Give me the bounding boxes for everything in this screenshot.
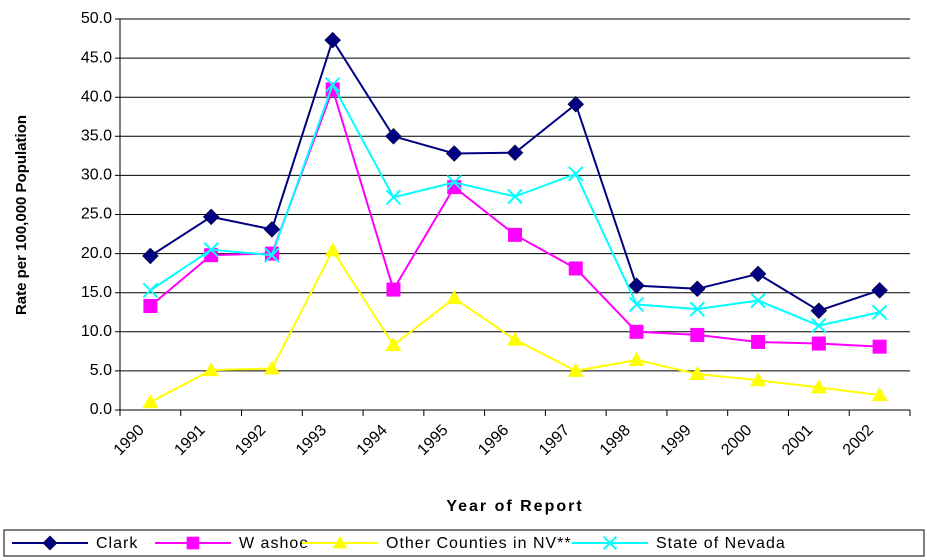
marker [508, 227, 522, 242]
marker [324, 242, 341, 257]
y-tick-label: 50.0 [81, 10, 112, 27]
marker [142, 394, 159, 409]
y-tick-label: 10.0 [81, 323, 112, 340]
x-axis-label: Year of Report [446, 498, 583, 515]
y-tick-label: 15.0 [81, 284, 112, 301]
marker [871, 304, 888, 320]
y-tick-label: 35.0 [81, 128, 112, 145]
marker [568, 261, 583, 276]
marker [810, 379, 827, 394]
marker [386, 282, 401, 297]
marker [810, 302, 828, 320]
marker [749, 265, 767, 283]
marker [750, 372, 767, 387]
y-tick-label: 20.0 [81, 245, 112, 262]
marker [445, 145, 463, 162]
x-tick-label: 1990 [111, 422, 148, 459]
x-tick-label: 1991 [171, 422, 208, 459]
marker [186, 536, 200, 550]
x-tick-label: 1994 [354, 422, 391, 459]
legend-label: W ashoe [239, 535, 309, 552]
marker [263, 221, 281, 238]
marker [143, 298, 158, 313]
marker [385, 189, 402, 206]
x-tick-label: 1992 [232, 422, 269, 459]
series-line [149, 82, 880, 327]
y-tick-label: 5.0 [90, 362, 112, 379]
marker [750, 292, 766, 309]
y-axis-label: Rate per 100,000 Population [13, 115, 30, 315]
marker [872, 339, 887, 354]
series-line [149, 248, 880, 404]
y-tick-label: 30.0 [81, 167, 112, 184]
y-tick-label: 25.0 [81, 206, 112, 223]
marker [811, 317, 827, 334]
x-tick-label: 1998 [597, 422, 634, 459]
marker [324, 76, 341, 93]
marker [446, 174, 462, 191]
marker [751, 334, 766, 349]
marker [507, 331, 523, 346]
marker [202, 208, 220, 226]
marker [332, 535, 348, 549]
marker [628, 277, 645, 295]
y-tick-label: 45.0 [81, 49, 112, 66]
marker [203, 241, 219, 258]
marker [385, 127, 402, 145]
series-line [149, 86, 880, 348]
marker [42, 535, 58, 551]
legend-label: State of Nevada [656, 535, 786, 552]
marker [602, 535, 618, 551]
x-tick-label: 2002 [840, 422, 877, 459]
marker [263, 360, 280, 375]
marker [567, 95, 585, 113]
marker [628, 351, 645, 366]
x-tick-label: 1996 [475, 422, 512, 459]
y-tick-label: 0.0 [90, 401, 112, 418]
marker [203, 362, 220, 377]
x-tick-label: 1999 [658, 422, 695, 459]
marker [142, 247, 159, 265]
marker [811, 336, 826, 351]
marker [142, 282, 159, 299]
marker [506, 144, 524, 162]
marker [629, 324, 644, 339]
marker [507, 188, 523, 205]
marker [446, 290, 463, 305]
legend-label: Other Counties in NV** [386, 535, 572, 552]
marker [871, 387, 888, 402]
x-tick-label: 2001 [779, 422, 816, 459]
marker [871, 282, 888, 299]
marker [324, 31, 342, 49]
marker [567, 362, 584, 377]
x-tick-label: 2000 [718, 422, 755, 459]
marker [628, 296, 645, 313]
marker [690, 327, 705, 342]
marker [689, 301, 706, 317]
marker [568, 166, 584, 182]
x-tick-label: 1993 [293, 422, 330, 459]
y-tick-label: 40.0 [81, 88, 112, 105]
x-tick-label: 1997 [536, 422, 573, 459]
marker [385, 337, 402, 352]
marker [689, 366, 706, 381]
marker [688, 280, 706, 298]
x-tick-label: 1995 [414, 422, 451, 459]
legend-label: Clark [96, 535, 138, 552]
marker [264, 247, 280, 263]
